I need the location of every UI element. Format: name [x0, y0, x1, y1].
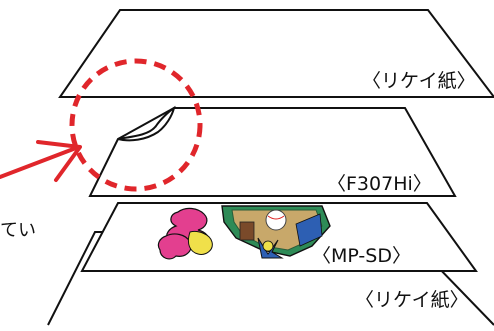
peeled-corner-icon	[117, 105, 176, 142]
dashed-circle-icon	[69, 58, 203, 192]
film-sheet-label: 〈F307Hi〉	[327, 173, 432, 195]
film-sheet: 〈F307Hi〉	[88, 105, 457, 197]
top-sheet-label: 〈リケイ紙〉	[362, 70, 476, 92]
print-sheet: 〈MP-SD〉	[80, 202, 478, 272]
side-note: てい	[0, 220, 36, 241]
top-sheet-outline	[58, 9, 494, 98]
sticker-artwork-icon	[157, 205, 331, 260]
top-sheet: 〈リケイ紙〉	[58, 9, 494, 98]
bottom-sheet-label: 〈リケイ紙〉	[355, 289, 469, 311]
film-sheet-outline	[88, 107, 457, 197]
arrow-icon	[0, 140, 82, 182]
print-sheet-label: 〈MP-SD〉	[312, 245, 411, 267]
